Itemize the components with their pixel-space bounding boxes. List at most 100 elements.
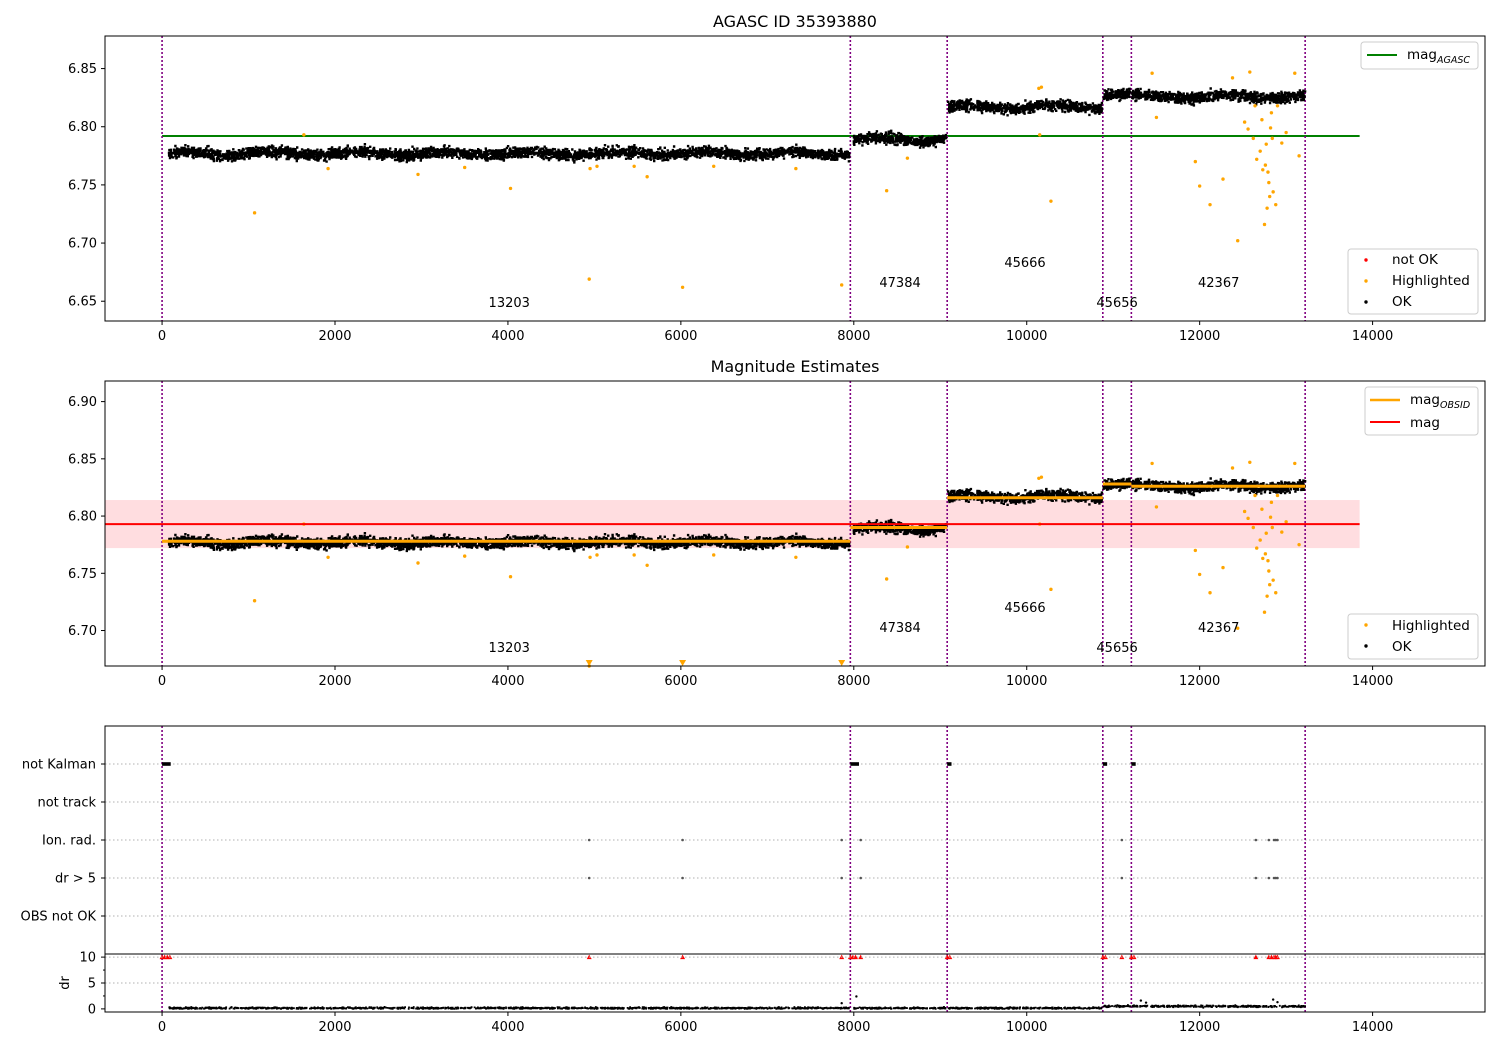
highlighted-point: [712, 553, 716, 557]
agasc-ytick-label: 6.85: [68, 62, 97, 77]
flags|0-xtick-label: 10000: [1006, 1020, 1047, 1035]
highlighted-point: [1253, 104, 1257, 108]
mag-obsid-label-45666: 45666: [1004, 601, 1045, 616]
legend-mag-obsid-subscript: OBSID: [1440, 400, 1470, 411]
legend-mag-obsid-label: mag: [1410, 392, 1440, 408]
highlighted-point: [1264, 531, 1268, 535]
dr-spike-point: [1144, 1001, 1148, 1004]
mag-obsid-label-45656: 45656: [1096, 641, 1137, 656]
highlighted-point: [1251, 525, 1255, 530]
flag-point-ionrad: [840, 838, 843, 842]
highlighted-point: [326, 166, 330, 171]
highlighted-point: [1037, 133, 1042, 137]
dr-axis-label: dr: [58, 976, 73, 990]
highlighted-point: [1269, 111, 1274, 115]
dr-spike-point: [1276, 1000, 1279, 1004]
highlighted-point: [1267, 583, 1272, 587]
flag-point-dr: [859, 876, 863, 880]
highlighted-point: [905, 545, 910, 549]
legend-highlighted: Highlighted: [1392, 273, 1470, 289]
agasc|0-xtick-label: 10000: [1006, 329, 1047, 344]
panel-magnitude-estimates-frame: [104, 380, 1486, 667]
highlighted-point: [1268, 126, 1273, 130]
highlighted-point: [1230, 466, 1235, 470]
flags|0-xtick-label: 12000: [1179, 1020, 1220, 1035]
legend-not-ok: not OK: [1392, 252, 1439, 268]
agasc-ytick-label: 6.80: [68, 120, 97, 135]
mag|1-xtick-label: 8000: [837, 674, 870, 689]
panel-flags-frame: [104, 725, 1486, 1013]
flag-category-label: dr > 5: [55, 872, 96, 887]
highlighted-point: [1267, 180, 1271, 185]
mag-ytick-label: 6.80: [68, 510, 97, 525]
flag-point-ionrad: [587, 838, 591, 842]
highlighted-point: [1246, 127, 1250, 131]
highlighted-point: [1208, 591, 1212, 595]
highlighted-point: [1265, 206, 1269, 210]
highlighted-point: [1193, 159, 1198, 164]
panel-mag-legend-top: magOBSID mag: [1364, 386, 1479, 436]
legend-ok: OK: [1392, 294, 1413, 310]
flag-range-notkalman: [850, 762, 859, 766]
highlighted-point: [1266, 558, 1270, 563]
highlighted-point: [1197, 184, 1202, 188]
highlighted-point: [587, 277, 591, 281]
flag-point-dr: [1254, 876, 1258, 880]
flag-point-dr: [1120, 876, 1124, 880]
agasc|0-xtick-label: 4000: [491, 329, 524, 344]
highlighted-point: [1193, 548, 1198, 553]
panel-agasc-title: AGASC ID 35393880: [713, 12, 877, 31]
highlighted-point: [645, 563, 649, 567]
flag-point-ionrad: [681, 838, 684, 842]
panel-mag-legend-bottom: Highlighted OK: [1347, 613, 1479, 660]
highlighted-point: [462, 165, 467, 170]
highlighted-point: [1293, 461, 1297, 466]
flag-point-ionrad: [1254, 838, 1258, 842]
highlighted-point: [1261, 168, 1265, 172]
highlighted-point: [416, 561, 420, 565]
panel-agasc: AGASC ID 35393880 0 2000 4000 6000 8000 10000…: [68, 12, 1486, 344]
highlighted-point: [1297, 542, 1301, 547]
highlighted-point: [1274, 202, 1278, 207]
legend-highlighted-2: Highlighted: [1392, 618, 1470, 634]
flag-range-notkalman: [162, 762, 171, 766]
highlighted-point: [1275, 104, 1280, 108]
dr-capped-marker: [853, 954, 859, 960]
out-of-range-marker: [679, 660, 687, 666]
highlighted-point: [645, 175, 649, 179]
mag-ytick-label: 6.90: [68, 395, 97, 410]
mag|1-xtick-label: 10000: [1006, 674, 1047, 689]
agasc|0-xtick-label: 2000: [318, 329, 351, 344]
highlighted-point: [1262, 222, 1267, 227]
highlighted-point: [680, 285, 685, 289]
highlighted-point: [1039, 475, 1044, 479]
agasc|0-xtick-label: 8000: [837, 329, 870, 344]
highlighted-point: [1230, 76, 1235, 80]
mag-ytick-label: 6.75: [68, 567, 97, 582]
dr-spike-point: [855, 995, 858, 998]
highlighted-point: [302, 133, 306, 137]
panel-mag-highlighted-points: [252, 460, 1301, 668]
panel-magnitude-estimates: Magnitude Estimates 0 2000 4000 6000 8000 100…: [68, 357, 1486, 689]
dr-capped-marker: [1253, 954, 1259, 960]
agasc-obsid-label-45656: 45656: [1096, 296, 1137, 311]
highlighted-point: [1260, 507, 1264, 511]
dr-spike-point: [1139, 999, 1143, 1002]
highlighted-point: [1275, 493, 1280, 498]
flag-point-ionrad: [1120, 838, 1124, 842]
highlighted-point: [1280, 141, 1284, 145]
panel-agasc-frame: [104, 35, 1486, 322]
mag|1-xtick-label: 4000: [491, 674, 524, 689]
highlighted-point: [1037, 86, 1041, 91]
highlighted-point: [1274, 591, 1278, 595]
highlighted-point: [1267, 194, 1272, 199]
highlighted-point: [252, 599, 257, 603]
legend-mag-agasc-subscript: AGASC: [1436, 55, 1470, 66]
mag|1-xtick-label: 14000: [1352, 674, 1393, 689]
highlighted-point: [884, 577, 889, 581]
flags|0-xtick-label: 8000: [837, 1020, 870, 1035]
flag-point-ionrad: [1276, 838, 1279, 842]
highlighted-point: [1264, 142, 1268, 146]
agasc-obsid-label-13203: 13203: [489, 296, 530, 311]
mag|1-xtick-label: 2000: [318, 674, 351, 689]
